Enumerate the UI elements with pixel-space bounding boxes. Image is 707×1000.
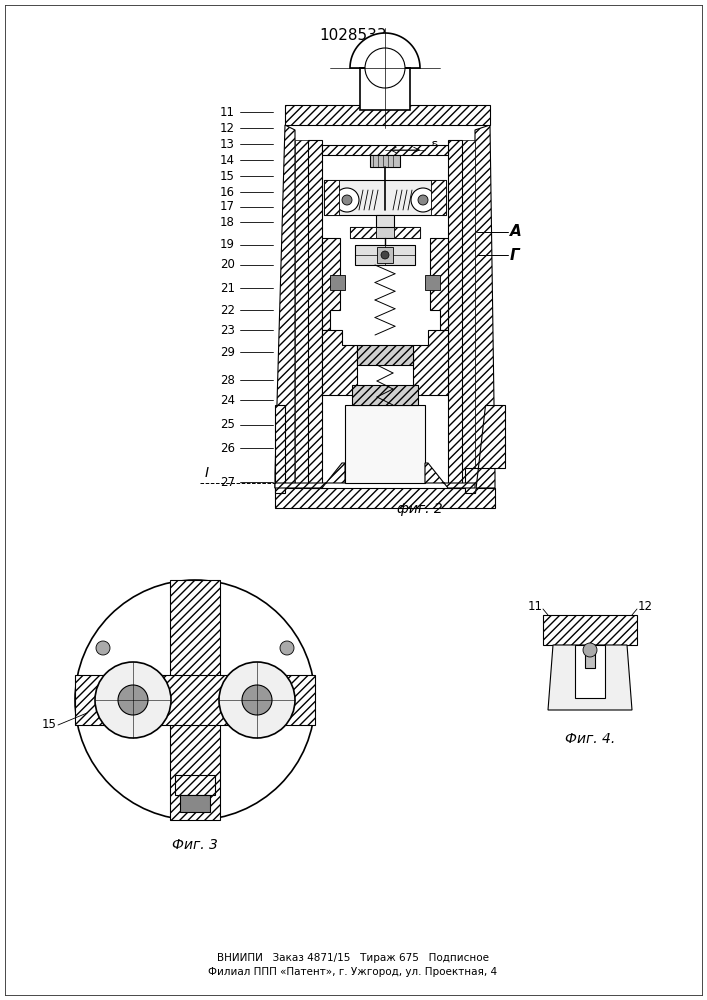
Polygon shape (475, 125, 495, 488)
Polygon shape (308, 140, 322, 488)
Text: 25: 25 (220, 418, 235, 432)
Polygon shape (462, 140, 475, 488)
Text: ВНИИПИ   Заказ 4871/15   Тираж 675   Подписное: ВНИИПИ Заказ 4871/15 Тираж 675 Подписное (217, 953, 489, 963)
Polygon shape (322, 238, 340, 330)
Polygon shape (425, 463, 475, 488)
Polygon shape (345, 405, 425, 483)
Text: 12: 12 (638, 600, 653, 613)
Polygon shape (448, 140, 462, 488)
Circle shape (242, 685, 272, 715)
Text: 11: 11 (220, 105, 235, 118)
Text: 28: 28 (220, 373, 235, 386)
Text: 26: 26 (220, 442, 235, 454)
Polygon shape (548, 645, 632, 710)
Text: 11: 11 (527, 600, 542, 613)
Polygon shape (413, 330, 448, 395)
Circle shape (335, 188, 359, 212)
Circle shape (418, 195, 428, 205)
Text: 18: 18 (220, 216, 235, 229)
Text: фиг. 2: фиг. 2 (397, 502, 443, 516)
Polygon shape (324, 180, 446, 215)
Text: I: I (205, 466, 209, 480)
Polygon shape (330, 275, 345, 290)
Polygon shape (275, 463, 345, 488)
Circle shape (365, 48, 405, 88)
Polygon shape (430, 238, 448, 330)
Text: 12: 12 (220, 121, 235, 134)
Polygon shape (170, 580, 220, 820)
Circle shape (118, 685, 148, 715)
Polygon shape (575, 645, 605, 698)
Polygon shape (350, 227, 420, 238)
Polygon shape (324, 180, 339, 215)
Circle shape (342, 195, 352, 205)
Polygon shape (285, 105, 490, 125)
Text: 14: 14 (220, 153, 235, 166)
Polygon shape (350, 227, 376, 238)
Polygon shape (75, 675, 315, 725)
Text: 29: 29 (220, 346, 235, 359)
Polygon shape (295, 140, 308, 488)
Text: 23: 23 (220, 324, 235, 336)
Polygon shape (394, 227, 420, 238)
Text: δ: δ (430, 140, 438, 153)
Text: Фиг. 3: Фиг. 3 (172, 838, 218, 852)
Text: 20: 20 (220, 258, 235, 271)
Circle shape (95, 662, 171, 738)
Text: 15: 15 (220, 169, 235, 182)
Text: 13: 13 (220, 137, 235, 150)
Polygon shape (352, 385, 418, 405)
Polygon shape (376, 215, 394, 230)
Polygon shape (322, 330, 357, 395)
Polygon shape (431, 180, 446, 215)
Polygon shape (585, 650, 595, 668)
Text: Q: Q (196, 793, 204, 803)
Text: 16: 16 (220, 186, 235, 198)
Polygon shape (355, 245, 415, 265)
Polygon shape (370, 155, 400, 167)
Text: 15: 15 (42, 718, 57, 732)
Polygon shape (357, 345, 413, 365)
Polygon shape (377, 247, 393, 263)
Polygon shape (465, 405, 505, 493)
Circle shape (381, 251, 389, 259)
Polygon shape (275, 125, 295, 488)
Text: 24: 24 (220, 393, 235, 406)
Polygon shape (425, 275, 440, 290)
Text: 27: 27 (220, 476, 235, 488)
Text: 22: 22 (220, 304, 235, 316)
Circle shape (583, 643, 597, 657)
Circle shape (411, 188, 435, 212)
Circle shape (75, 580, 315, 820)
Polygon shape (322, 145, 448, 155)
Text: Фиг. 4.: Фиг. 4. (565, 732, 615, 746)
Polygon shape (180, 795, 210, 812)
Text: Г: Г (510, 247, 520, 262)
Circle shape (96, 641, 110, 655)
Circle shape (280, 641, 294, 655)
Text: 17: 17 (220, 200, 235, 214)
Polygon shape (275, 405, 285, 493)
Text: Филиал ППП «Патент», г. Ужгород, ул. Проектная, 4: Филиал ППП «Патент», г. Ужгород, ул. Про… (209, 967, 498, 977)
Text: 19: 19 (220, 238, 235, 251)
Text: 1028533: 1028533 (319, 28, 387, 43)
Circle shape (219, 662, 295, 738)
Polygon shape (543, 615, 637, 645)
Text: 21: 21 (220, 282, 235, 294)
Polygon shape (175, 775, 215, 795)
Text: А: А (510, 225, 522, 239)
Polygon shape (275, 488, 495, 508)
Polygon shape (350, 33, 420, 110)
